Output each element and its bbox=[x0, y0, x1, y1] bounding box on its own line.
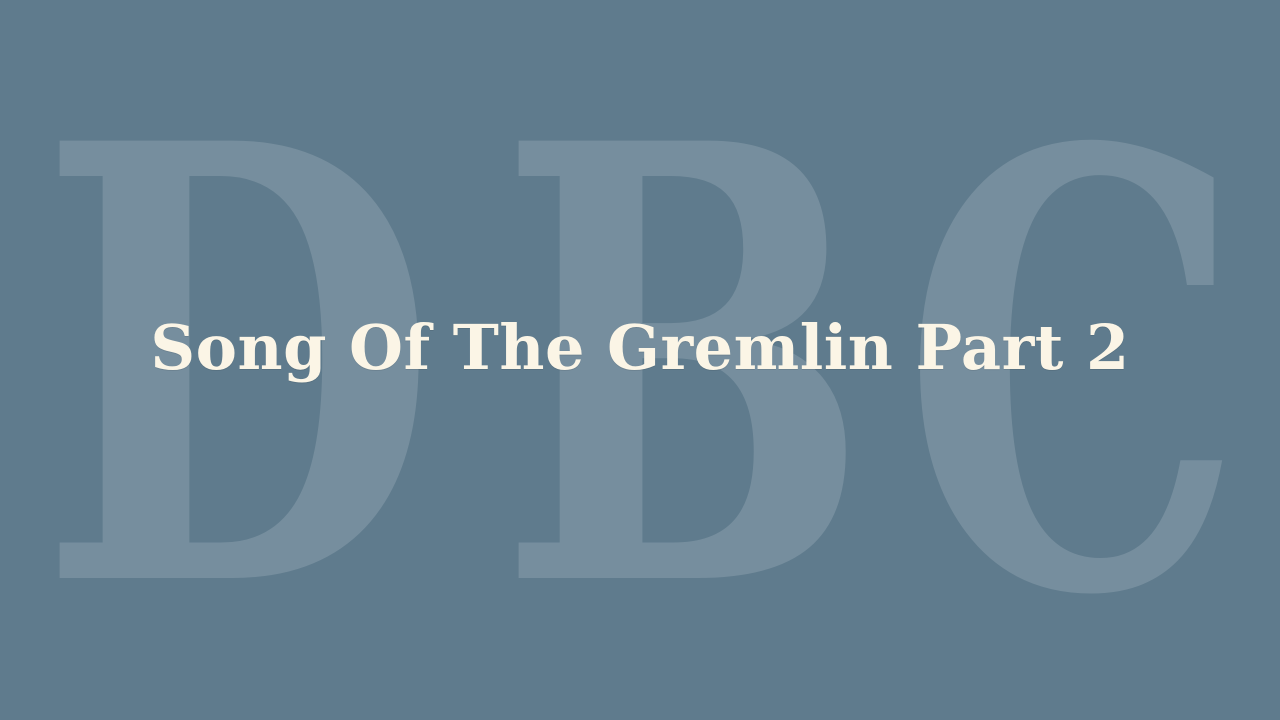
episode-title: Song Of The Gremlin Part 2 bbox=[150, 311, 1130, 384]
